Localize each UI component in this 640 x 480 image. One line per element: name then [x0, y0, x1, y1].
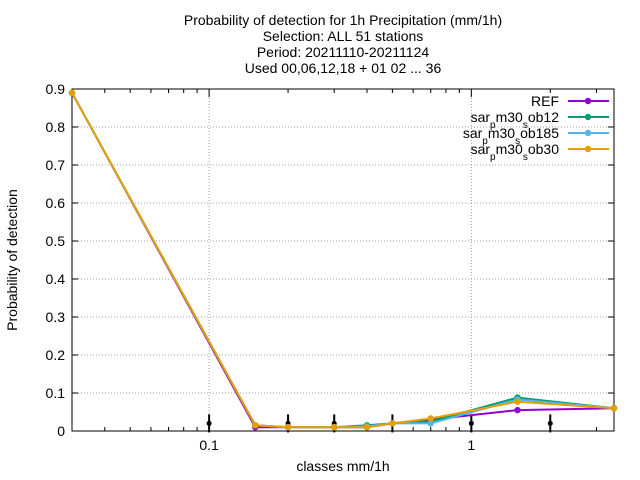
series-point — [68, 89, 76, 97]
legend-marker — [584, 145, 592, 153]
title-line: Period: 20211110-20211124 — [257, 44, 430, 60]
legend-label: REF — [531, 93, 559, 109]
y-tick-label: 0.6 — [46, 195, 66, 211]
y-tick-label: 0.8 — [46, 119, 66, 135]
error-bar-point — [206, 420, 212, 426]
series-point — [427, 420, 434, 427]
y-tick-label: 0.3 — [46, 309, 66, 325]
title-line: Used 00,06,12,18 + 01 02 ... 36 — [245, 60, 442, 76]
error-bar-point — [547, 420, 553, 426]
y-tick-label: 0.9 — [46, 81, 66, 97]
x-tick-label: 1 — [467, 437, 475, 453]
title-line: Selection: ALL 51 stations — [263, 28, 424, 44]
series-point — [252, 422, 259, 429]
y-tick-label: 0.1 — [46, 385, 66, 401]
series-point — [514, 398, 521, 405]
series-point — [514, 406, 521, 414]
series — [68, 89, 618, 431]
y-axis-label: Probability of detection — [4, 189, 20, 331]
y-tick-label: 0 — [57, 423, 65, 439]
legend-marker — [584, 113, 592, 121]
series-point — [284, 424, 292, 431]
legend-marker — [584, 97, 592, 105]
y-tick-label: 0.5 — [46, 233, 66, 249]
y-tick-label: 0.2 — [46, 347, 66, 363]
x-tick-label: 0.1 — [199, 437, 219, 453]
chart-title: Probability of detection for 1h Precipit… — [184, 12, 502, 76]
y-tick-label: 0.7 — [46, 157, 66, 173]
y-axis: 0 0.1 0.2 0.3 0.4 0.5 0.6 0.7 0.8 0.9 — [46, 81, 614, 439]
legend-marker — [584, 129, 592, 137]
plot-frame — [71, 88, 615, 432]
error-bar-point — [468, 420, 474, 426]
series-point — [363, 424, 371, 431]
x-axis-label: classes mm/1h — [296, 458, 389, 474]
series-point — [610, 405, 618, 412]
legend-label: sarpm30sob12 — [471, 109, 560, 131]
series-point — [427, 415, 434, 422]
legend-label: sarpm30sob185 — [463, 125, 559, 147]
series-point — [331, 424, 338, 431]
grid — [72, 89, 614, 431]
title-line: Probability of detection for 1h Precipit… — [184, 12, 502, 28]
series-point — [389, 420, 396, 427]
y-tick-label: 0.4 — [46, 271, 66, 287]
legend-label: sarpm30sob30 — [471, 141, 560, 163]
